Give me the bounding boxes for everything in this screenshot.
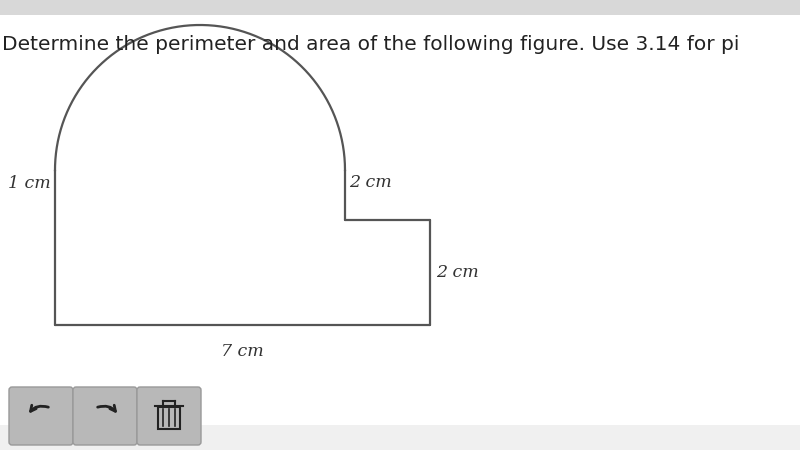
FancyBboxPatch shape: [9, 387, 73, 445]
Text: Determine the perimeter and area of the following figure. Use 3.14 for pi: Determine the perimeter and area of the …: [2, 35, 739, 54]
FancyBboxPatch shape: [73, 387, 137, 445]
Text: 2 cm: 2 cm: [436, 264, 478, 281]
Text: 2 cm: 2 cm: [349, 174, 392, 191]
Text: 1 cm: 1 cm: [8, 175, 51, 192]
Bar: [0, 425, 800, 450]
FancyBboxPatch shape: [137, 387, 201, 445]
Text: 7 cm: 7 cm: [221, 343, 264, 360]
Bar: [0, 0, 800, 15]
Bar: [158, 407, 180, 429]
